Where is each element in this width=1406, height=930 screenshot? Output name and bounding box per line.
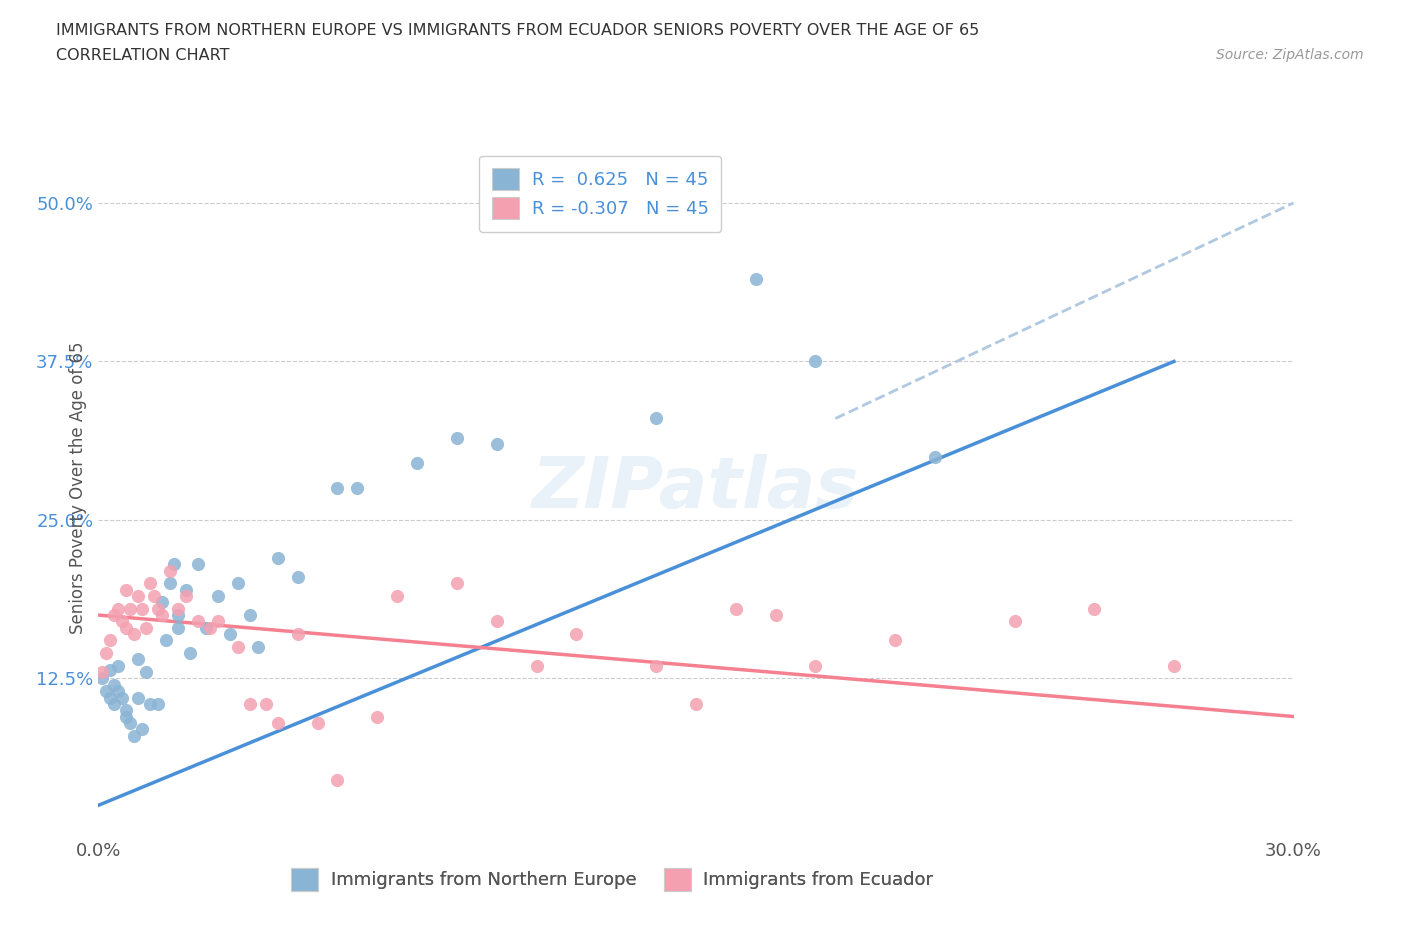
Point bbox=[100, 690, 122, 705]
Point bbox=[745, 272, 768, 286]
Point bbox=[884, 633, 907, 648]
Point bbox=[1083, 602, 1105, 617]
Point bbox=[187, 614, 209, 629]
Point bbox=[366, 709, 388, 724]
Point bbox=[131, 602, 153, 617]
Point bbox=[148, 602, 170, 617]
Point bbox=[111, 690, 134, 705]
Point bbox=[91, 671, 114, 686]
Legend: Immigrants from Northern Europe, Immigrants from Ecuador: Immigrants from Northern Europe, Immigra… bbox=[284, 861, 941, 897]
Point bbox=[346, 481, 368, 496]
Point bbox=[239, 607, 262, 622]
Point bbox=[96, 645, 118, 660]
Point bbox=[124, 627, 146, 642]
Point bbox=[163, 557, 186, 572]
Point bbox=[724, 602, 747, 617]
Point bbox=[150, 595, 173, 610]
Point bbox=[287, 627, 309, 642]
Point bbox=[195, 620, 218, 635]
Point bbox=[446, 430, 468, 445]
Point bbox=[100, 662, 122, 677]
Point bbox=[167, 607, 190, 622]
Point bbox=[115, 709, 138, 724]
Point bbox=[246, 639, 269, 654]
Point bbox=[127, 589, 149, 604]
Point bbox=[115, 620, 138, 635]
Point bbox=[685, 697, 707, 711]
Point bbox=[207, 589, 229, 604]
Point bbox=[267, 715, 290, 730]
Point bbox=[446, 576, 468, 591]
Point bbox=[174, 589, 197, 604]
Point bbox=[239, 697, 262, 711]
Point bbox=[143, 589, 166, 604]
Point bbox=[485, 614, 508, 629]
Point bbox=[1163, 658, 1185, 673]
Point bbox=[107, 684, 129, 698]
Point bbox=[135, 665, 157, 680]
Point bbox=[804, 658, 827, 673]
Point bbox=[326, 773, 349, 788]
Text: CORRELATION CHART: CORRELATION CHART bbox=[56, 48, 229, 63]
Point bbox=[91, 665, 114, 680]
Point bbox=[103, 697, 125, 711]
Point bbox=[100, 633, 122, 648]
Point bbox=[120, 715, 142, 730]
Point bbox=[326, 481, 349, 496]
Point bbox=[127, 690, 149, 705]
Point bbox=[103, 677, 125, 692]
Point bbox=[120, 602, 142, 617]
Point bbox=[804, 354, 827, 369]
Point bbox=[226, 576, 249, 591]
Point bbox=[187, 557, 209, 572]
Point bbox=[406, 456, 429, 471]
Point bbox=[267, 551, 290, 565]
Point bbox=[103, 607, 125, 622]
Point bbox=[107, 602, 129, 617]
Point bbox=[167, 602, 190, 617]
Point bbox=[485, 436, 508, 451]
Point bbox=[645, 411, 668, 426]
Point bbox=[167, 620, 190, 635]
Point bbox=[124, 728, 146, 743]
Point bbox=[307, 715, 329, 730]
Point bbox=[159, 564, 181, 578]
Point bbox=[219, 627, 242, 642]
Point bbox=[765, 607, 787, 622]
Text: IMMIGRANTS FROM NORTHERN EUROPE VS IMMIGRANTS FROM ECUADOR SENIORS POVERTY OVER : IMMIGRANTS FROM NORTHERN EUROPE VS IMMIG… bbox=[56, 23, 980, 38]
Point bbox=[115, 582, 138, 597]
Point bbox=[148, 697, 170, 711]
Point bbox=[159, 576, 181, 591]
Point bbox=[207, 614, 229, 629]
Point bbox=[526, 658, 548, 673]
Point bbox=[226, 639, 249, 654]
Point bbox=[139, 576, 162, 591]
Point bbox=[924, 449, 946, 464]
Text: ZIPatlas: ZIPatlas bbox=[533, 454, 859, 523]
Y-axis label: Seniors Poverty Over the Age of 65: Seniors Poverty Over the Age of 65 bbox=[69, 342, 87, 634]
Point bbox=[111, 614, 134, 629]
Point bbox=[115, 703, 138, 718]
Point bbox=[131, 722, 153, 737]
Point bbox=[385, 589, 409, 604]
Point bbox=[107, 658, 129, 673]
Point bbox=[179, 645, 201, 660]
Point bbox=[135, 620, 157, 635]
Point bbox=[1004, 614, 1026, 629]
Point bbox=[198, 620, 221, 635]
Point bbox=[150, 607, 173, 622]
Point bbox=[645, 658, 668, 673]
Point bbox=[174, 582, 197, 597]
Text: Source: ZipAtlas.com: Source: ZipAtlas.com bbox=[1216, 48, 1364, 62]
Point bbox=[287, 569, 309, 584]
Point bbox=[254, 697, 277, 711]
Point bbox=[139, 697, 162, 711]
Point bbox=[127, 652, 149, 667]
Point bbox=[155, 633, 177, 648]
Point bbox=[96, 684, 118, 698]
Point bbox=[565, 627, 588, 642]
